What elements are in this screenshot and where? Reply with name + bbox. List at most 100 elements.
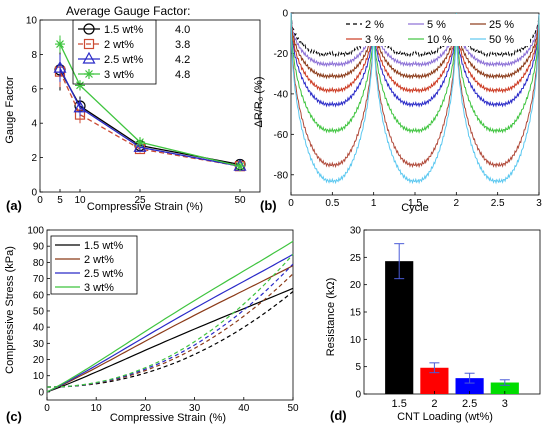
panel-b-x-tick-label: 0.5 [325,198,339,209]
panel-d-plot-area: 0 5 10 15 20 25 30 1.5 2 2.5 3 [350,226,541,410]
panel-c-loading-line [46,253,294,393]
panel-a-series-line [59,71,241,167]
panel-b-series-line [290,12,540,80]
panel-d-y-tick-label: 20 [350,280,362,291]
panel-c-legend-label: 3 wt% [84,282,114,294]
panel-b-series-line [290,12,540,58]
panel-a-data-point [235,161,245,172]
panel-b-legend-label: 5 % [427,19,446,31]
panel-b-series-line [290,12,540,169]
panel-d-bar [385,261,414,394]
panel-c-legend-label: 2.5 wt% [84,268,123,280]
panel-c-legend-box [50,235,138,295]
panel-d-ylabel: Resistance (kΩ) [325,278,337,357]
panel-c-axes-box [46,229,294,401]
panel-c-x-tick-label: 0 [44,403,50,414]
panel-a-legend-label: 1.5 wt% [104,24,143,36]
panel-d: 0 5 10 15 20 25 30 1.5 2 2.5 3 (d) CNT Loading (wt… [325,226,541,423]
panel-a-y-tick-label: 4 [31,119,37,130]
panel-a-data-point [75,80,85,91]
panel-c-xlabel: Compressive Strain (%) [110,412,226,424]
panel-c-unloading-line [47,273,294,388]
panel-c-unloading-line [47,291,294,388]
panel-d-bar [490,382,519,394]
panel-c-legend-label: 2 wt% [84,254,114,266]
panel-a-series-line [59,67,241,167]
panel-a-legend-box [72,19,157,85]
panel-c-y-tick-label: 90 [33,242,45,253]
panel-c-y-tick-label: 10 [33,371,45,382]
panel-c-ylabel: Compressive Stress (kPa) [4,246,16,374]
panel-c-y-tick-label: 40 [33,323,45,334]
panel-a-plot-area: 0 5 10 25 50 0 2 4 6 8 10 1.5 wt% 4.0 2 wt% 3.8 2.5 wt%… [26,16,261,206]
panel-a-legend-avg: 4.2 [175,54,190,66]
panel-a-data-point [133,140,147,152]
panel-d-y-tick-label: 25 [350,253,362,264]
panel-b-legend-label: 2 % [365,19,384,31]
panel-b-x-tick-label: 0 [288,198,294,209]
panel-a-legend-marker [84,69,94,79]
panel-c-unloading-line [47,263,294,388]
panel-b-ylabel: ΔR/R₀ (%) [253,76,265,127]
panel-c-x-tick-label: 50 [287,403,299,414]
panel-a-data-point [135,137,145,148]
panel-d-xlabel: CNT Loading (wt%) [397,411,493,423]
panel-b-label: (b) [260,198,277,213]
panel-b-x-tick-label: 3 [536,198,542,209]
panel-d-bar [455,378,484,394]
panel-c-plot-area: 0 10 20 30 40 50 0 10 20 30 40 50 60 70 80 90 100 1.5 wt%… [27,226,299,415]
panel-a-legend-label: 2.5 wt% [104,54,143,66]
panel-a-y-tick-label: 10 [26,16,38,27]
panel-b-series-line [290,12,540,108]
panel-a-y-tick-label: 6 [31,84,37,95]
panel-b-x-tick-label: 2 [454,198,460,209]
panel-a-x-tick-label: 5 [57,195,63,206]
panel-a: 0 5 10 25 50 0 2 4 6 8 10 1.5 wt% 4.0 2 wt% 3.8 2.5 wt%… [4,4,261,213]
panel-b-xlabel: Cycle [401,202,429,214]
panel-c-label: (c) [6,409,22,424]
panel-a-y-tick-label: 0 [31,188,37,199]
panel-c-x-tick-label: 30 [189,403,201,414]
panel-a-series-line [59,43,241,167]
panel-a-data-point [53,60,67,73]
panel-a-x-tick-label: 50 [234,195,246,206]
panel-b-x-tick-label: 2.5 [491,198,505,209]
panel-b-legend-bg [344,14,530,46]
panel-c-y-tick-label: 50 [33,306,45,317]
panel-a-x-tick-label: 0 [37,195,43,206]
panel-c-x-tick-label: 20 [140,403,152,414]
panel-a-label: (a) [6,198,22,213]
panel-a-legend-marker [82,51,96,64]
panel-c: 0 10 20 30 40 50 0 10 20 30 40 50 60 70 80 90 100 1.5 wt%… [4,226,299,425]
panel-a-legend-label: 2 wt% [104,39,134,51]
panel-d-y-tick-label: 30 [350,226,362,237]
panel-a-legend-avg: 3.8 [175,39,190,51]
panel-a-x-tick-label: 10 [74,195,86,206]
panel-a-data-point [55,39,65,50]
panel-c-loading-line [46,265,294,393]
panel-a-legend-label: 3 wt% [104,69,134,81]
panel-c-y-tick-label: 30 [33,339,45,350]
panel-c-unloading-line [47,253,294,388]
panel-c-y-tick-label: 100 [27,226,44,237]
panel-b-legend-label: 25 % [489,19,514,31]
panel-b-series-line [290,12,540,185]
panel-b-legend-label: 50 % [489,34,514,46]
panel-c-x-tick-label: 40 [238,403,250,414]
panel-c-y-tick-label: 80 [33,258,45,269]
panel-c-x-tick-label: 10 [91,403,103,414]
panel-b-x-tick-label: 1.5 [408,198,422,209]
panel-d-label: (d) [330,408,347,423]
panel-b-y-tick-label: -20 [274,49,289,60]
panel-a-legend-title: Average Gauge Factor: [66,4,191,18]
panel-d-y-tick-label: 15 [350,308,362,319]
panel-c-y-tick-label: 60 [33,290,45,301]
panel-b-x-tick-label: 1 [371,198,377,209]
panel-d-x-tick-label: 2.5 [462,398,477,410]
panel-b-plot-area: 0 0.5 1 1.5 2 2.5 3 -80 -60 -40 -20 0 2 % 5 % 25 % 3 % 1… [274,9,543,210]
panel-a-xlabel: Compressive Strain (%) [87,201,203,213]
panel-c-loading-line [46,240,294,393]
panel-b-series-line [290,12,540,68]
panel-a-legend-avg: 4.0 [175,24,190,36]
